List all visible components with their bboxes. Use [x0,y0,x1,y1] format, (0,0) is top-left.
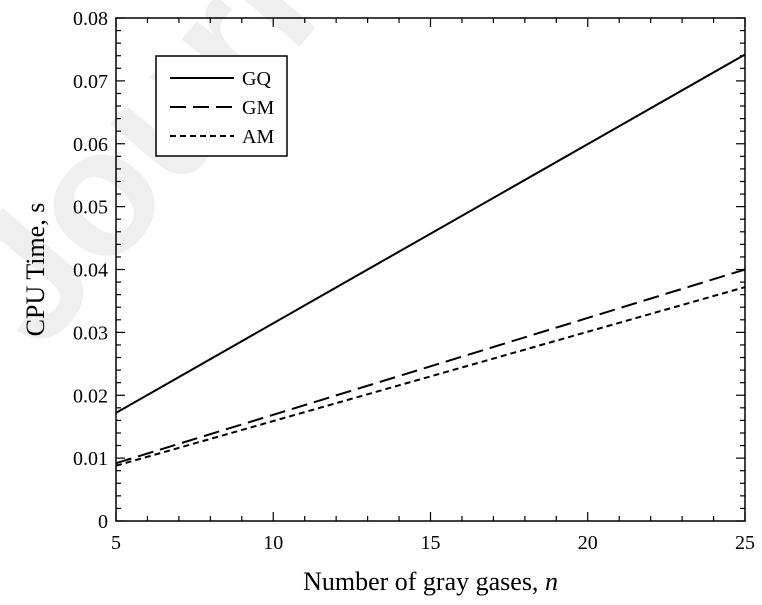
y-tick-label: 0.04 [73,260,108,282]
y-axis-title: CPU Time, s [21,203,50,337]
axes: 5 10 15 20 25 0 0.01 0.02 0.03 0.04 0.05 0.06 0.07 0.… [21,8,755,596]
x-axis-title-main: Number of gray gases, [303,567,545,596]
x-tick-label: 15 [421,532,441,554]
x-tick-label: 5 [111,532,121,554]
y-tick-label: 0.02 [73,385,108,407]
y-tick-label: 0.03 [73,322,108,344]
y-tick-label: 0.01 [73,448,108,470]
legend-label-gq: GQ [242,68,271,90]
x-tick-label: 20 [578,532,598,554]
y-tick-label: 0.05 [73,197,108,219]
legend-label-am: AM [242,126,274,148]
y-tick-label: 0.06 [73,134,108,156]
series-line-gm [115,268,746,465]
x-axis-title-variable: n [545,567,558,596]
series-line-gq [115,53,746,414]
x-axis-title: Number of gray gases, n [303,567,558,596]
y-tick-label: 0 [98,511,108,533]
plot-area [115,53,746,467]
series-line-am [115,286,746,467]
x-tick-label: 25 [735,532,755,554]
y-tick-label: 0.08 [73,8,108,30]
x-tick-label: 10 [263,532,283,554]
y-tick-label: 0.07 [73,71,108,93]
legend: GQ GM AM [155,55,288,157]
legend-label-gm: GM [242,97,274,119]
